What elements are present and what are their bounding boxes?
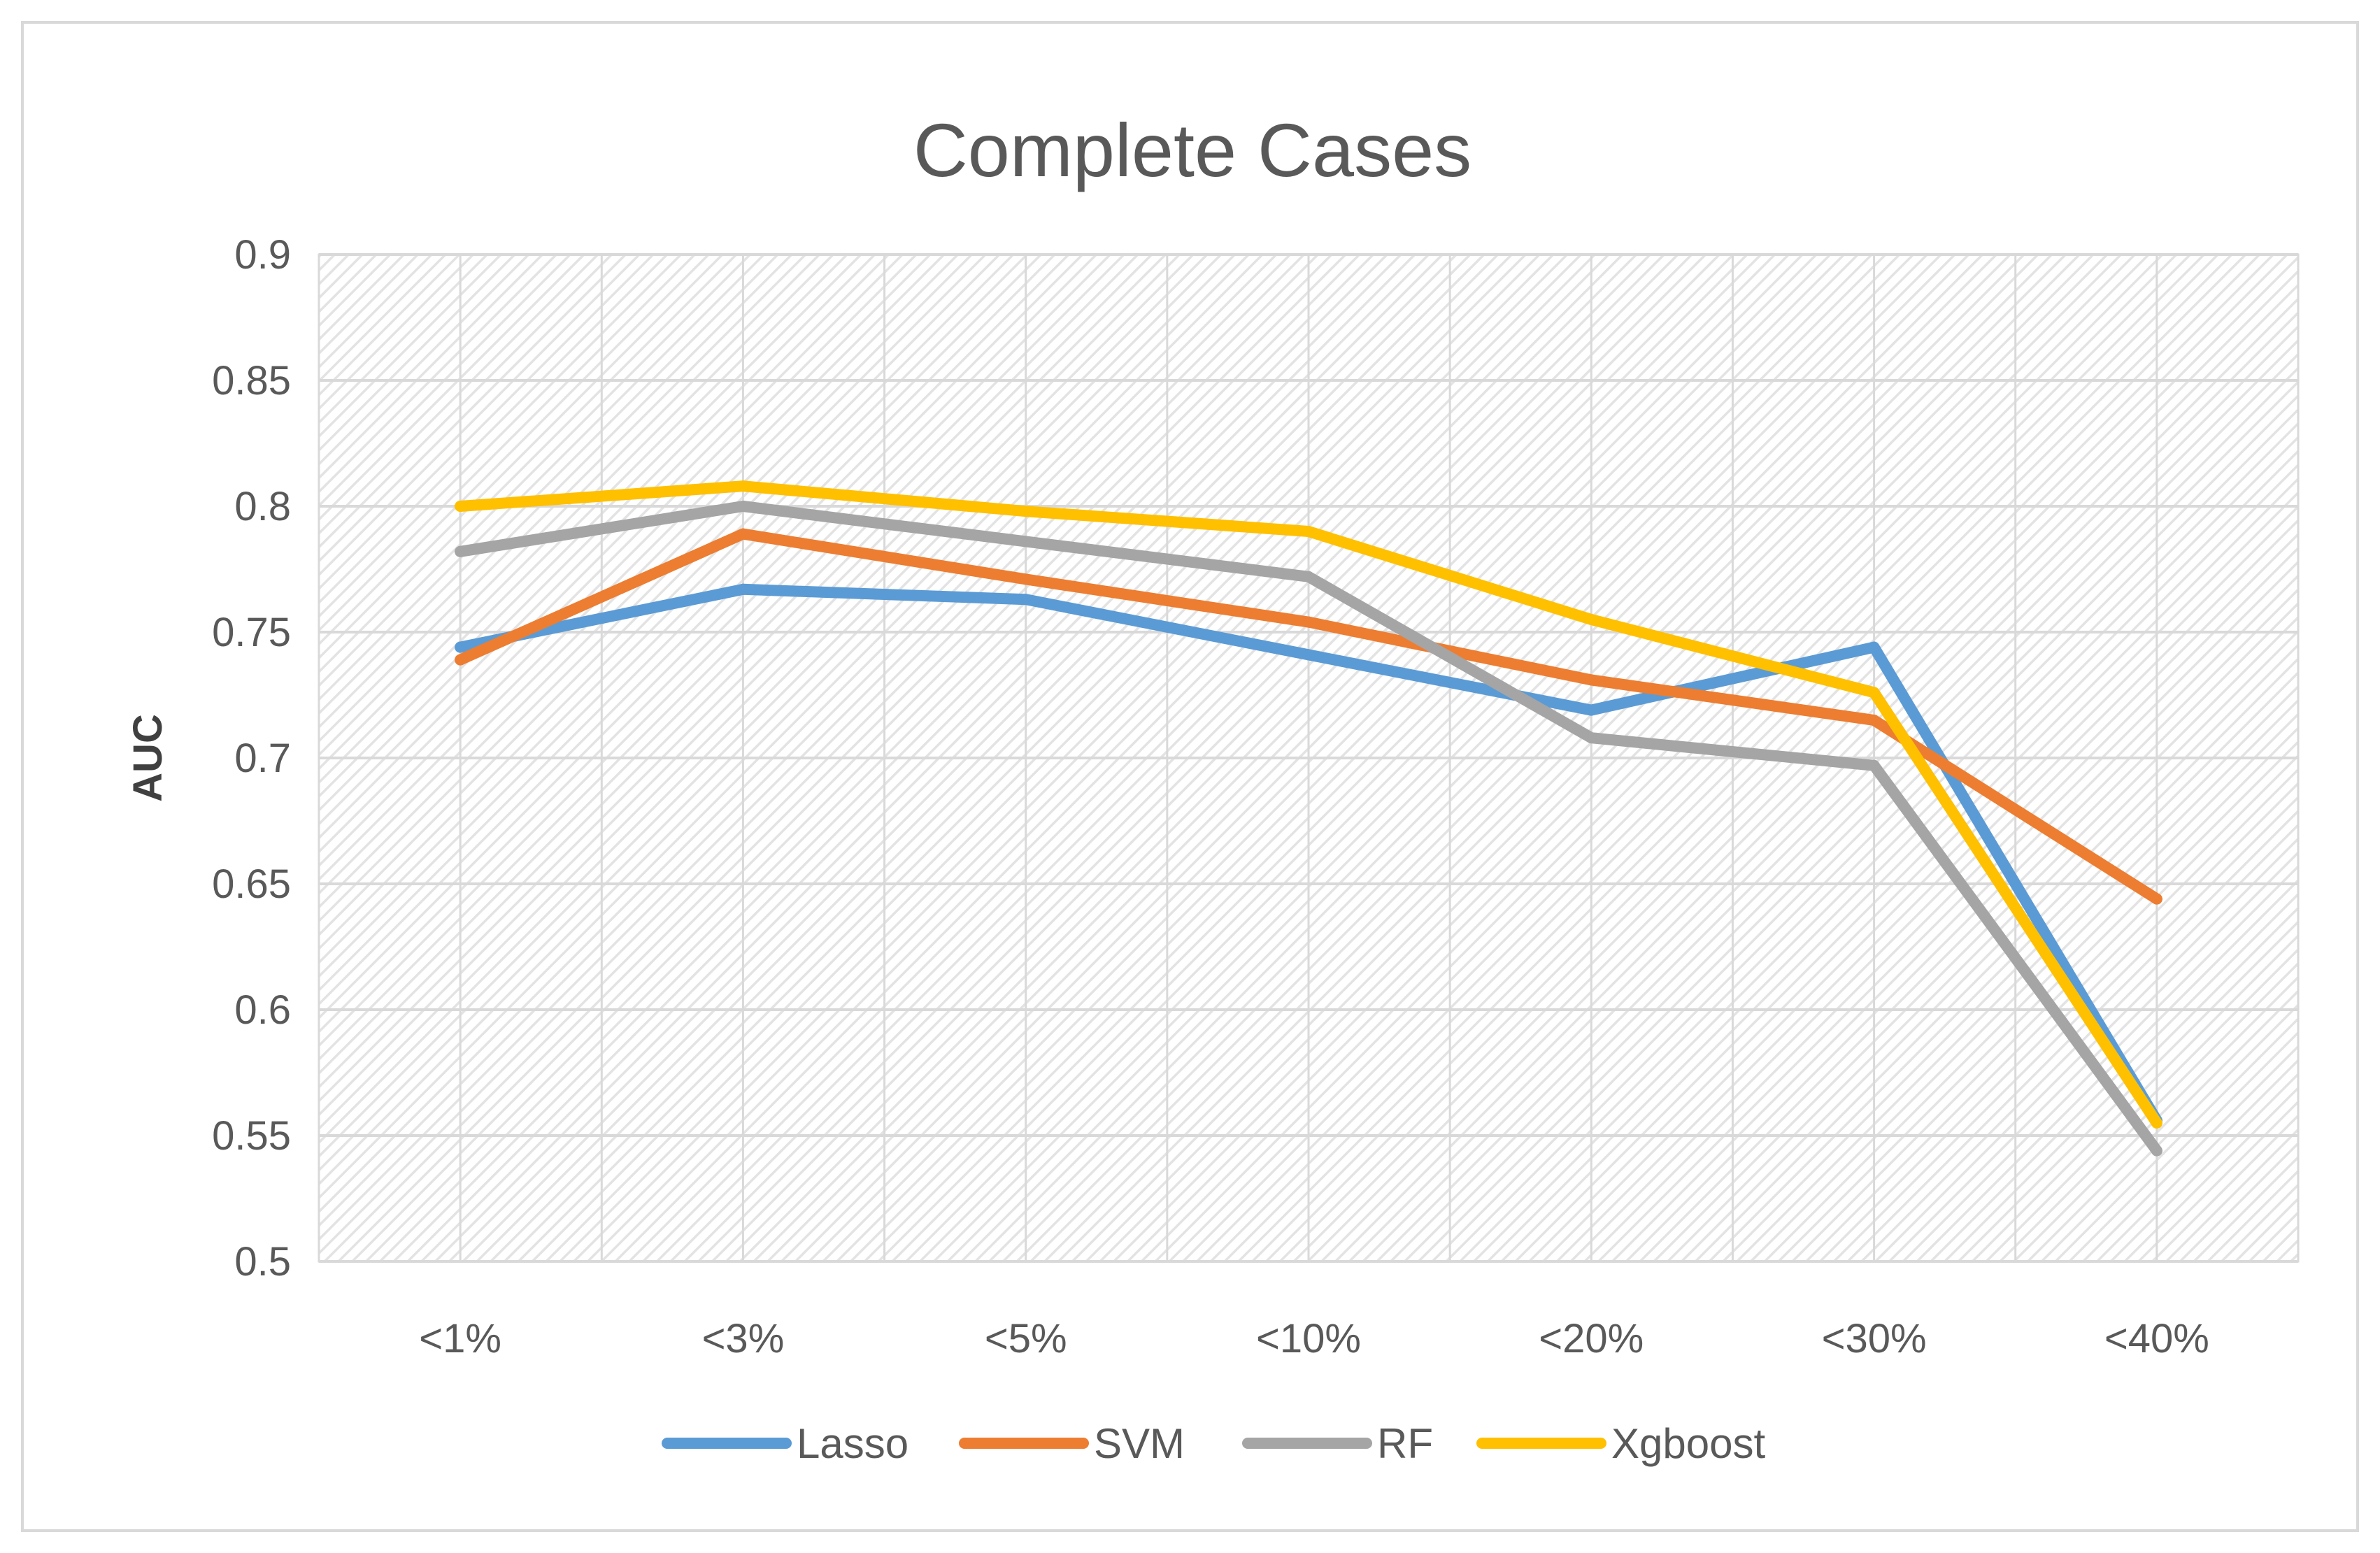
- data-point-xgboost: [2151, 1117, 2162, 1129]
- data-point-rf: [455, 545, 466, 557]
- grid-layer: [319, 253, 2298, 1263]
- x-tick-label: <5%: [985, 1316, 1067, 1361]
- data-point-svm: [1586, 674, 1597, 686]
- data-point-svm: [1868, 715, 1880, 726]
- x-tick-label: <30%: [1822, 1316, 1927, 1361]
- data-point-rf: [2151, 1145, 2162, 1157]
- data-point-rf: [737, 501, 749, 512]
- y-tick-label: 0.8: [234, 484, 291, 529]
- data-point-lasso: [1303, 649, 1314, 661]
- data-point-svm: [2151, 893, 2162, 905]
- legend-label: Lasso: [797, 1420, 908, 1467]
- series-svm: [455, 528, 2162, 905]
- data-point-svm: [1303, 616, 1314, 628]
- data-point-svm: [737, 528, 749, 540]
- y-tick-label: 0.85: [212, 358, 291, 403]
- x-tick-label: <3%: [702, 1316, 785, 1361]
- y-tick-label: 0.7: [234, 736, 291, 781]
- y-tick-label: 0.65: [212, 861, 291, 907]
- chart-svg: Complete Cases 0.50.550.60.650.70.750.80…: [125, 108, 2300, 1467]
- chart-title: Complete Cases: [913, 108, 1472, 192]
- y-tick-label: 0.9: [234, 232, 291, 278]
- data-point-rf: [1303, 571, 1314, 582]
- data-point-rf: [1868, 759, 1880, 771]
- series-rf: [455, 501, 2162, 1157]
- legend-label: RF: [1377, 1420, 1433, 1467]
- data-point-xgboost: [1586, 614, 1597, 625]
- legend-label: SVM: [1094, 1420, 1185, 1467]
- y-axis-label: AUC: [125, 714, 171, 802]
- data-point-lasso: [1020, 594, 1032, 606]
- data-point-svm: [1020, 573, 1032, 585]
- data-point-rf: [1586, 732, 1597, 744]
- legend-item-lasso: Lasso: [662, 1420, 908, 1467]
- series-layer: [455, 480, 2162, 1157]
- legend-label: Xgboost: [1611, 1420, 1765, 1467]
- data-point-xgboost: [1020, 506, 1032, 517]
- data-point-rf: [1020, 536, 1032, 548]
- x-axis-ticks: <1% <3% <5% <10% <20% <30% <40%: [419, 1316, 2209, 1361]
- legend-item-svm: SVM: [959, 1420, 1185, 1467]
- legend-item-rf: RF: [1242, 1420, 1433, 1467]
- data-point-lasso: [1586, 704, 1597, 716]
- series-xgboost: [455, 480, 2162, 1129]
- data-point-xgboost: [1303, 526, 1314, 537]
- y-tick-label: 0.6: [234, 987, 291, 1033]
- chart-frame: Complete Cases 0.5 0.55 0.6 0.65 0.7 0.75 0.8 0…: [21, 21, 2359, 1532]
- y-tick-label: 0.5: [234, 1239, 291, 1284]
- data-point-lasso: [737, 583, 749, 595]
- x-tick-label: <1%: [419, 1316, 501, 1361]
- data-point-xgboost: [1868, 687, 1880, 699]
- legend-item-xgboost: Xgboost: [1476, 1420, 1765, 1467]
- y-tick-label: 0.55: [212, 1113, 291, 1159]
- y-axis-ticks: 0.5 0.55 0.6 0.65 0.7 0.75 0.8 0.85 0.9: [212, 232, 291, 1284]
- data-point-lasso: [455, 641, 466, 653]
- data-point-xgboost: [737, 480, 749, 492]
- data-point-svm: [455, 654, 466, 666]
- x-tick-label: <40%: [2104, 1316, 2209, 1361]
- data-point-lasso: [1868, 641, 1880, 653]
- legend: Lasso SVM RF Xgboost: [662, 1420, 1765, 1467]
- data-point-xgboost: [455, 501, 466, 512]
- x-tick-label: <20%: [1539, 1316, 1644, 1361]
- x-tick-label: <10%: [1256, 1316, 1361, 1361]
- y-tick-label: 0.75: [212, 610, 291, 655]
